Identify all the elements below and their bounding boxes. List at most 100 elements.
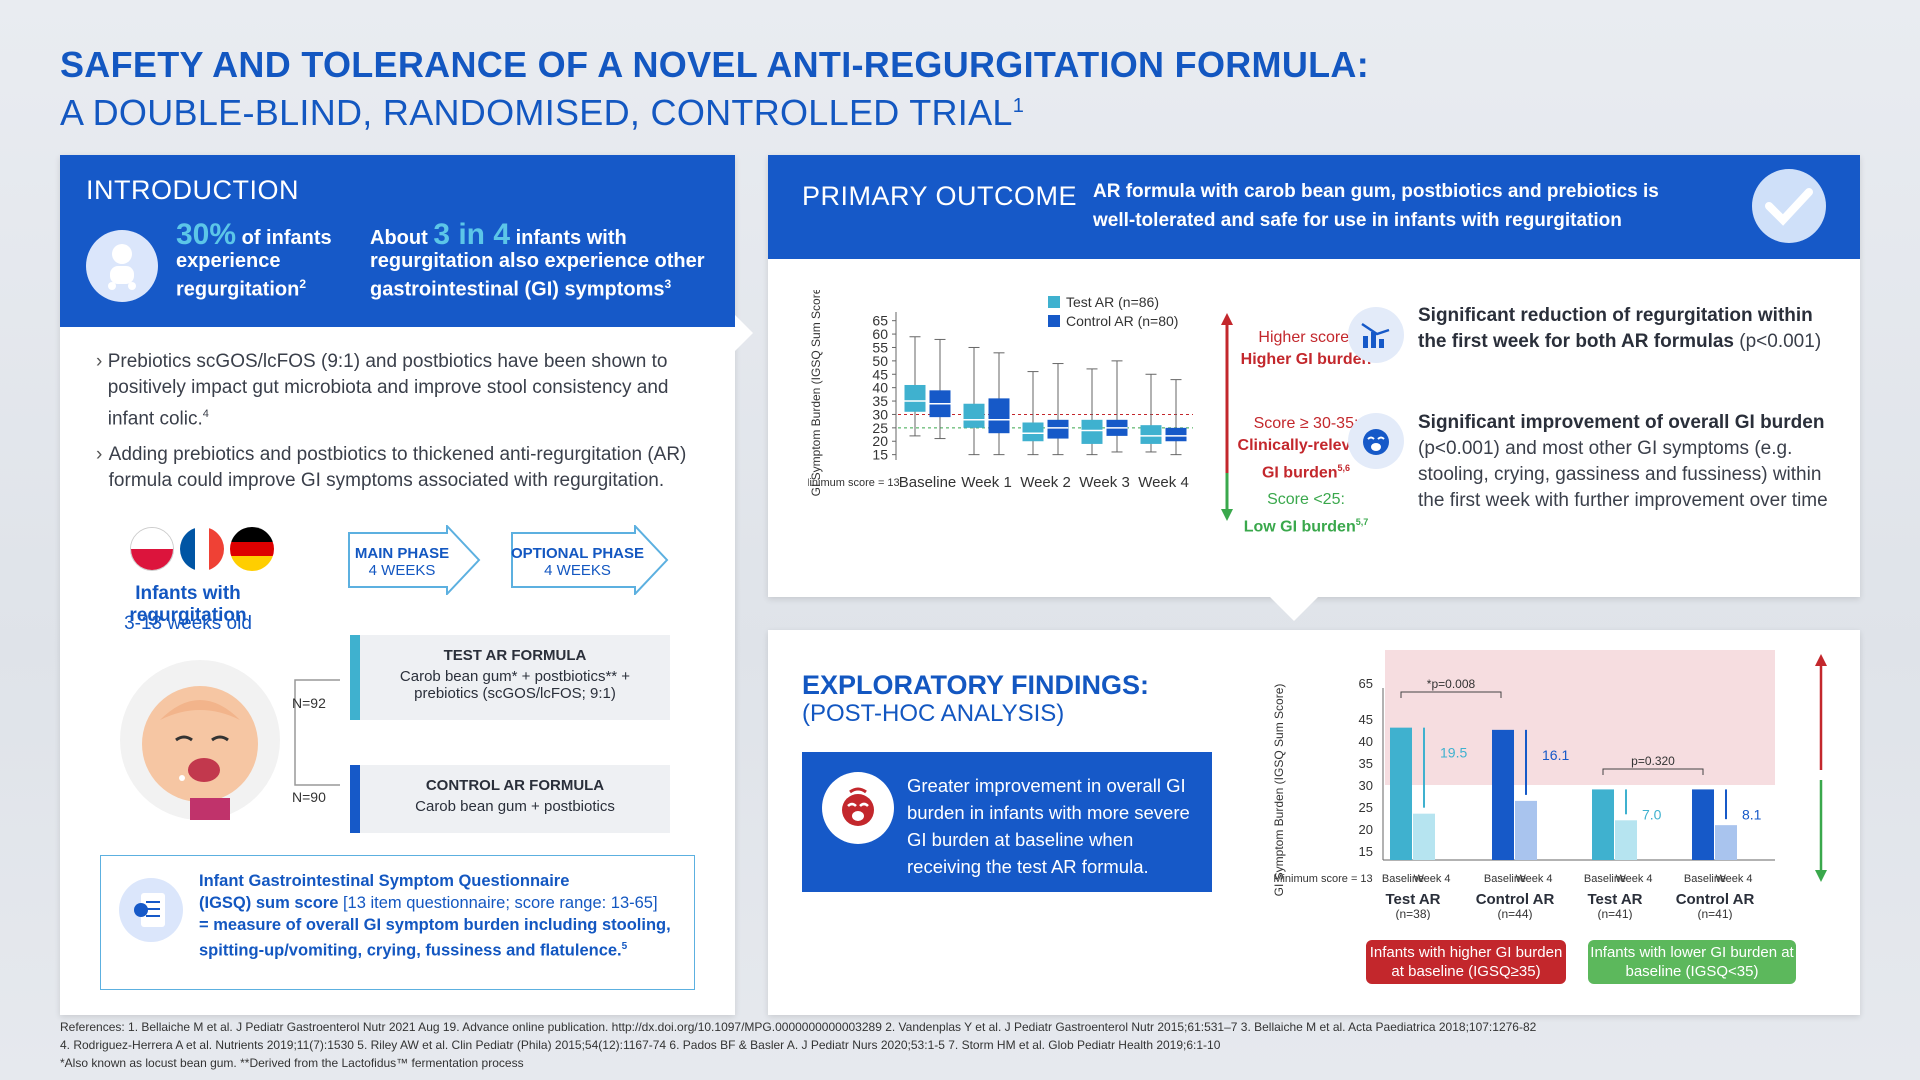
test-ar-formula-box: TEST AR FORMULA Carob bean gum* + postbi… [350, 635, 670, 720]
y-tick-label: 50 [872, 353, 888, 369]
primary-outcome-title: PRIMARY OUTCOME [802, 181, 1078, 211]
introduction-header: INTRODUCTION 30% of infants experience r… [60, 155, 735, 327]
y-tick-label: 40 [1359, 734, 1373, 749]
exploratory-panel: EXPLORATORY FINDINGS: (POST-HOC ANALYSIS… [768, 630, 1860, 1015]
x-tick-label: Week 2 [1020, 474, 1071, 491]
y-axis-label: GI Symptom Burden (IGSQ Sum Score) [1273, 684, 1286, 897]
questionnaire-icon [119, 878, 183, 942]
box [1081, 419, 1103, 444]
group-name: Test AR [1385, 891, 1440, 908]
high-burden-zone [1385, 650, 1775, 785]
low-score-label: Score <25: Low GI burden5,7 [1243, 491, 1369, 536]
legend-swatch [1048, 296, 1060, 308]
footnote-line: *Also known as locust bean gum. **Derive… [60, 1056, 524, 1070]
y-tick-label: 30 [872, 406, 888, 422]
page-title: SAFETY AND TOLERANCE OF A NOVEL ANTI-REG… [60, 44, 1369, 134]
group-n: (n=38) [1395, 907, 1430, 920]
legend-label: Test AR (n=86) [1066, 294, 1159, 310]
group-name: Control AR [1476, 891, 1555, 908]
outcome-gi-burden: Significant improvement of overall GI bu… [1418, 412, 1828, 511]
baby-icon [86, 230, 158, 302]
side-arrow-green-head [1815, 870, 1827, 882]
box [1140, 425, 1162, 444]
y-tick-label: 20 [1359, 822, 1373, 837]
control-ar-formula-box: CONTROL AR FORMULA Carob bean gum + post… [350, 765, 670, 833]
week4-bar [1715, 825, 1737, 860]
country-flags [130, 527, 274, 571]
p-value-label: p=0.320 [1631, 754, 1675, 768]
infants-age: 3-13 weeks old [124, 613, 252, 634]
baseline-bar [1592, 789, 1614, 860]
p-value-bracket [1602, 768, 1704, 775]
group-name: Control AR [1676, 891, 1755, 908]
title-line-2: A DOUBLE-BLIND, RANDOMISED, CONTROLLED T… [60, 92, 1025, 133]
baby-illustration [120, 660, 280, 820]
introduction-title: INTRODUCTION [86, 175, 299, 205]
intro-bullet: › Prebiotics scGOS/lcFOS (9:1) and postbi… [96, 351, 669, 430]
bar-label: Baseline [1382, 873, 1424, 885]
group-name: Test AR [1587, 891, 1642, 908]
group-n: (n=44) [1497, 907, 1532, 920]
stat-3-in-4: About 3 in 4 infants with regurgitation … [370, 218, 705, 301]
introduction-panel: INTRODUCTION 30% of infants experience r… [60, 155, 753, 1015]
y-tick-label: 45 [872, 366, 888, 382]
primary-outcome-text: AR formula with carob bean gum, postbiot… [1093, 181, 1659, 231]
n-test-label: N=92 [292, 695, 326, 711]
arm-connector [294, 679, 340, 786]
references-line: 4. Rodriguez-Herrera A et al. Nutrients … [60, 1038, 1221, 1052]
higher-burden-pill: Infants with higher GI burden at baselin… [1366, 940, 1566, 984]
y-tick-label: 25 [1359, 800, 1373, 815]
checkmark-icon [1752, 169, 1826, 243]
intro-pointer [735, 315, 753, 351]
exploratory-subtitle: (POST-HOC ANALYSIS) [802, 700, 1065, 727]
bar-label: Week 4 [1715, 873, 1752, 885]
n-control-label: N=90 [292, 789, 326, 805]
baseline-bar [1492, 729, 1514, 860]
baseline-bar [1390, 727, 1412, 860]
bar-label: Week 4 [1515, 873, 1552, 885]
x-tick-label: Week 1 [961, 474, 1012, 491]
title-line-1: SAFETY AND TOLERANCE OF A NOVEL ANTI-REG… [60, 44, 1370, 85]
box [904, 384, 926, 412]
outcome-regurgitation: Significant reduction of regurgitation w… [1418, 305, 1822, 352]
main-phase-arrow: MAIN PHASE 4 WEEKS [347, 525, 482, 595]
bar-label: Week 4 [1413, 873, 1450, 885]
reduction-label: 7.0 [1642, 806, 1662, 822]
p-value-label: *p=0.008 [1427, 677, 1476, 691]
x-tick-label: Week 3 [1079, 474, 1130, 491]
primary-outcome-header: PRIMARY OUTCOME AR formula with carob be… [768, 155, 1860, 259]
bar-chart: GI Symptom Burden (IGSQ Sum Score) 65 15 20… [1273, 650, 1827, 920]
minimum-score-label: Minimum score = 13 [808, 477, 900, 489]
regurgitation-chart-icon [1348, 307, 1404, 363]
x-tick-label: Baseline [899, 474, 957, 491]
x-tick-label: Week 4 [1138, 474, 1189, 491]
side-arrow-red-head [1815, 654, 1827, 666]
crying-baby-icon [822, 772, 894, 844]
y-tick-label: 65 [872, 313, 888, 329]
y-tick-label: 40 [872, 380, 888, 396]
references-line: References: 1. Bellaiche M et al. J Pedi… [60, 1020, 1537, 1034]
legend-swatch [1048, 315, 1060, 327]
exploratory-title: EXPLORATORY FINDINGS: [802, 670, 1150, 700]
germany-flag-icon [230, 527, 274, 571]
week4-bar [1515, 800, 1537, 860]
y-axis-label: GI Symptom Burden (IGSQ Sum Score) [809, 290, 823, 496]
stat-30-percent: 30% of infants experience regurgitation2 [176, 218, 332, 301]
y-tick-label: 25 [872, 420, 888, 436]
reduction-label: 16.1 [1542, 747, 1569, 763]
france-flag-icon [180, 527, 224, 571]
higher-score-label: Higher score: Higher GI burden [1240, 329, 1372, 368]
group-n: (n=41) [1597, 907, 1632, 920]
box [1165, 427, 1187, 442]
bar-label: Baseline [1584, 873, 1626, 885]
box [1047, 419, 1069, 439]
primary-outcome-panel: PRIMARY OUTCOME AR formula with carob be… [768, 155, 1860, 597]
score-scale-arrow [1221, 313, 1233, 521]
intro-bullets: › Prebiotics scGOS/lcFOS (9:1) and postbi… [60, 327, 735, 494]
crying-baby-icon [1348, 413, 1404, 469]
group-n: (n=41) [1697, 907, 1732, 920]
y-tick-label: 35 [1359, 756, 1373, 771]
y-tick-label: 60 [872, 326, 888, 342]
poland-flag-icon [130, 527, 174, 571]
intro-bullet: › Adding prebiotics and postbiotics to th… [96, 444, 687, 492]
